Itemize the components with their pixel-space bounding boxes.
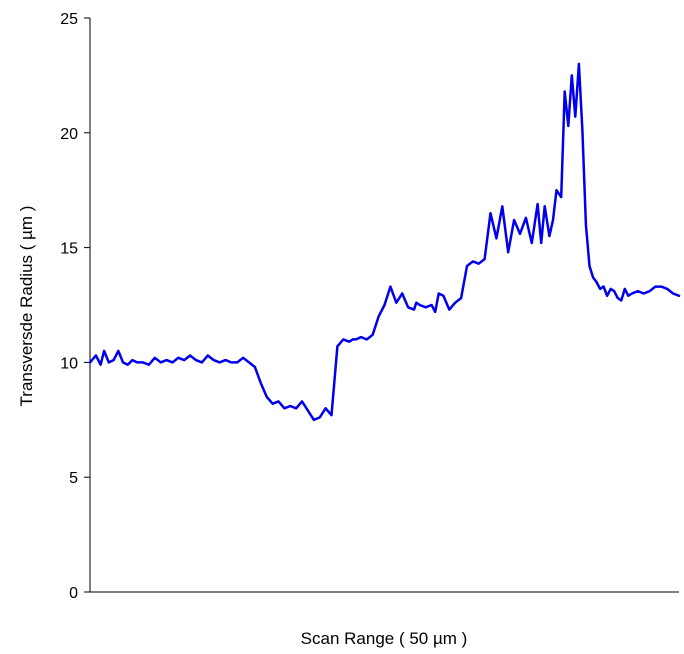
- x-axis-title: Scan Range ( 50 µm ): [301, 629, 468, 648]
- y-axis: 0 5 10 15 20 25: [60, 11, 91, 602]
- y-tick-label: 0: [69, 585, 78, 602]
- y-axis-title: Transversde Radius ( µm ): [17, 206, 36, 407]
- y-tick-label: 5: [69, 470, 78, 487]
- y-tick-label: 20: [60, 126, 78, 143]
- series-line: [88, 62, 681, 422]
- y-tick-label: 10: [60, 355, 78, 372]
- series-layer: [88, 62, 681, 422]
- y-tick-label: 25: [60, 11, 78, 28]
- y-tick-label: 15: [60, 241, 78, 258]
